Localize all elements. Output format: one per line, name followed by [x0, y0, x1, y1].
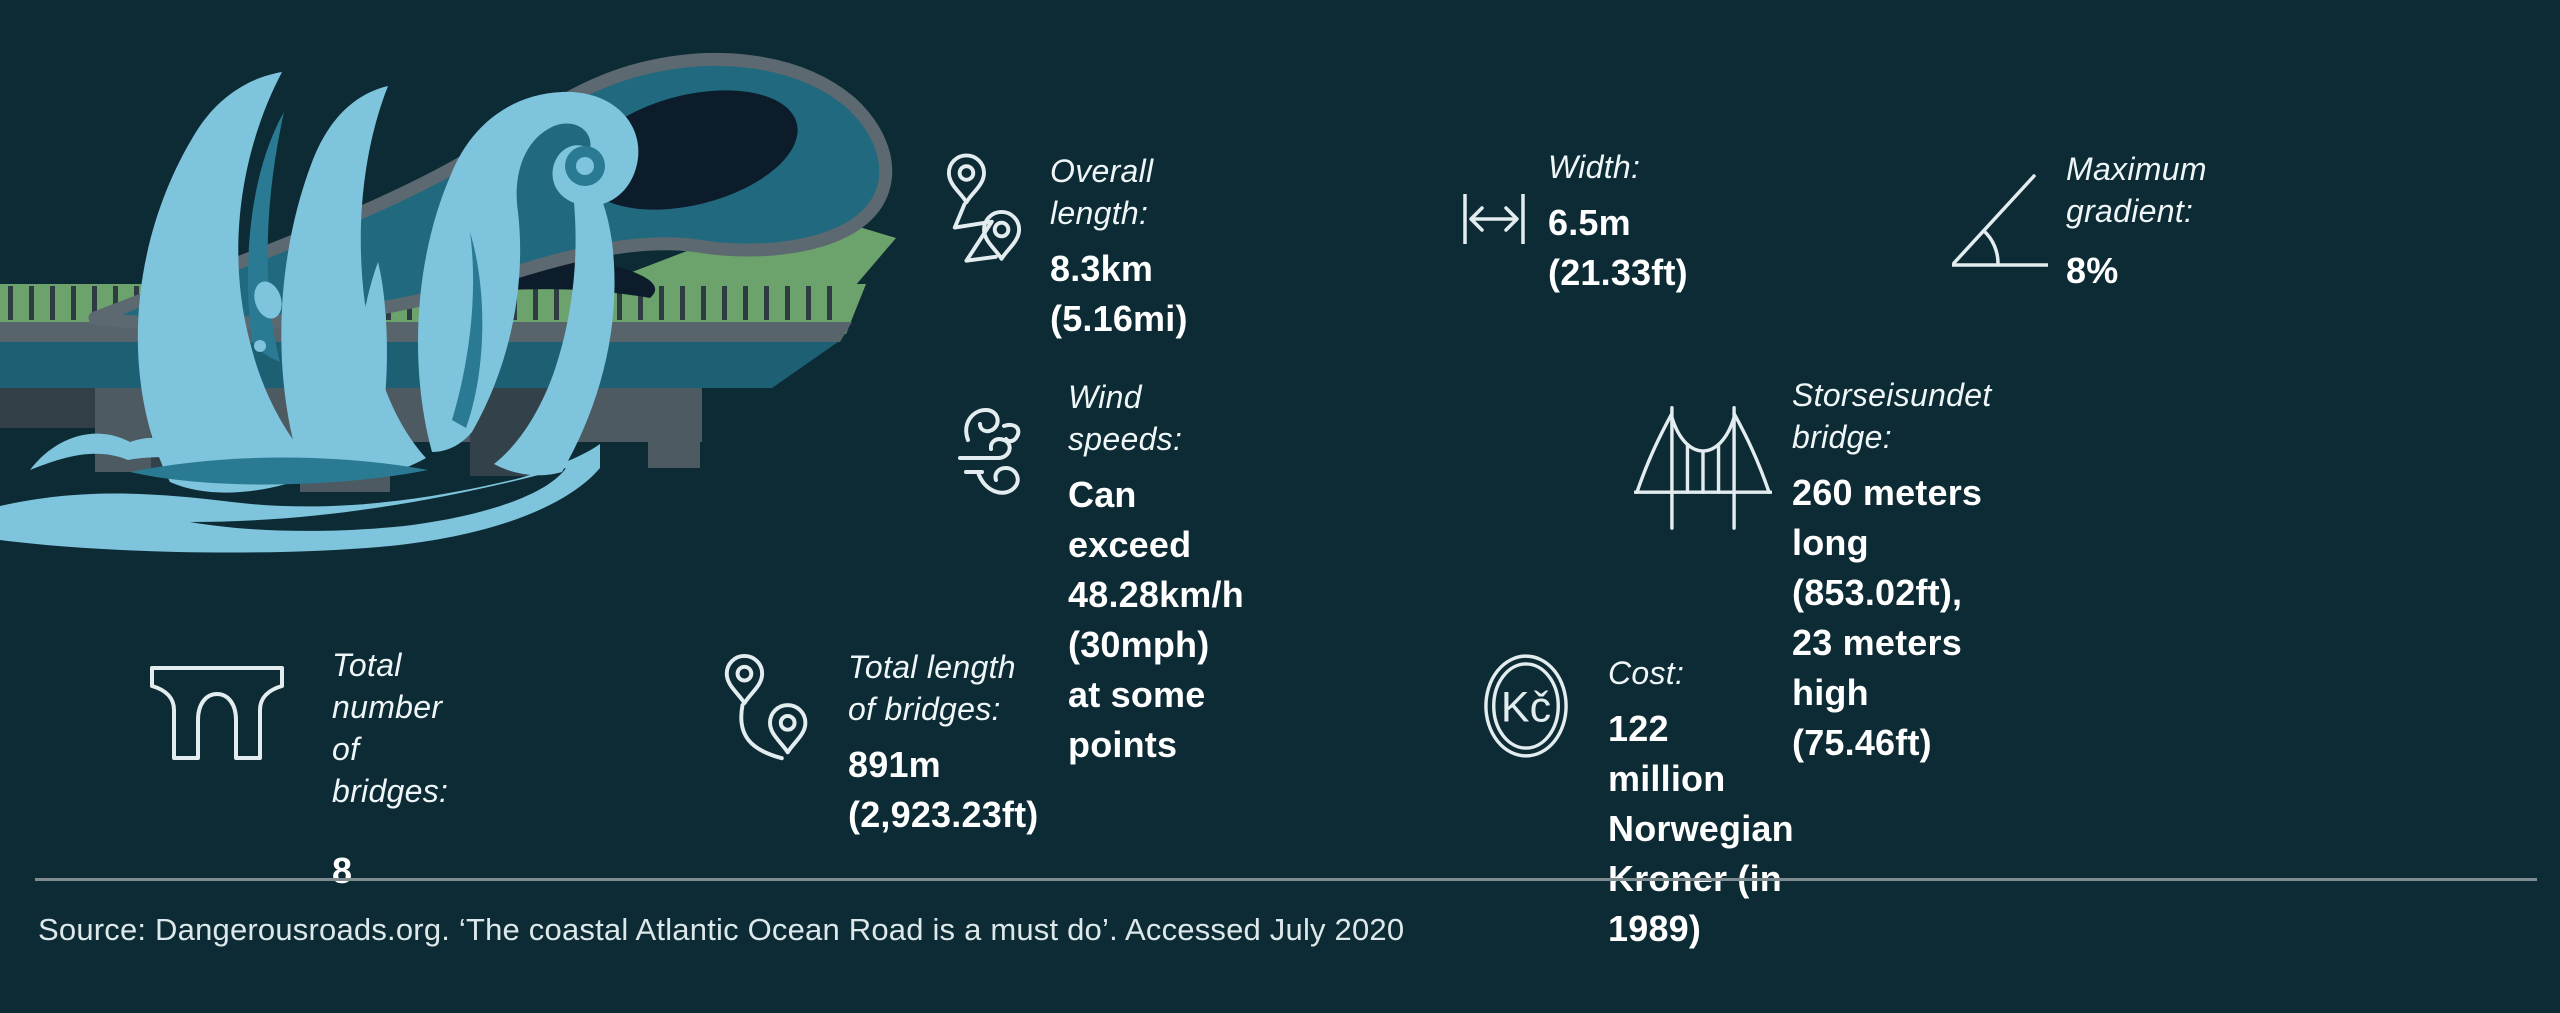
stat-value: 8.3km (5.16mi) — [1050, 248, 1188, 339]
stat-value: Can exceed 48.28km/h (30mph) at some poi… — [1068, 474, 1244, 765]
gradient-angle-icon — [1952, 170, 2048, 268]
stat-label: Width: — [1548, 149, 1641, 185]
route-pins-icon — [945, 152, 1023, 270]
wave — [0, 72, 639, 553]
stat-value: 8% — [2066, 250, 2119, 291]
wave-droplets — [254, 237, 344, 352]
loop-opening — [582, 90, 798, 210]
stat-label: Total number of bridges: — [332, 647, 449, 809]
stat-label: Cost: — [1608, 655, 1685, 691]
stat-label: Overall length: — [1050, 153, 1154, 231]
stat-label: Wind speeds: — [1068, 379, 1183, 457]
route-pins-curve-icon — [724, 654, 816, 770]
width-arrows-icon — [1462, 194, 1526, 244]
stat-value: 6.5m (21.33ft) — [1548, 202, 1688, 293]
stat-label: Maximum gradient: — [2066, 151, 2207, 229]
suspension-bridge-icon — [1634, 398, 1772, 534]
footer-divider — [35, 878, 2537, 881]
stat-value: 260 meters long (853.02ft), 23 meters hi… — [1792, 472, 1983, 763]
stat-value: 8 — [332, 850, 353, 891]
kroner-coin-icon: Kč — [1482, 650, 1570, 762]
stat-value: 891m (2,923.23ft) — [848, 744, 1039, 835]
ocean-road-wave-illustration — [0, 52, 896, 553]
wind-icon — [958, 400, 1028, 502]
stat-label: Storseisundet bridge: — [1792, 377, 1992, 455]
stat-label: Total length of bridges: — [848, 649, 1016, 727]
stat-value: 122 million Norwegian Kroner (in 1989) — [1608, 708, 1794, 949]
source-attribution: Source: Dangerousroads.org. ‘The coastal… — [38, 912, 1405, 947]
coin-currency-text: Kč — [1501, 684, 1551, 732]
arch-bridge-icon — [142, 658, 292, 768]
